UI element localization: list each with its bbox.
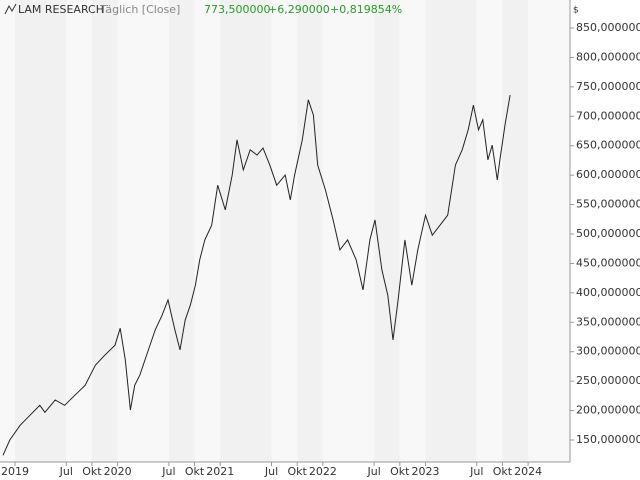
y-tick-label: 800,000000 xyxy=(576,50,640,63)
y-tick-label: 150,000000 xyxy=(576,433,640,446)
background-bands xyxy=(0,0,570,462)
band xyxy=(374,0,400,462)
band xyxy=(502,0,529,462)
x-tick-label: 2020 xyxy=(104,465,132,478)
x-tick-label: Okt xyxy=(390,465,410,478)
band xyxy=(117,0,169,462)
line-icon xyxy=(4,3,17,15)
y-tick-label: 700,000000 xyxy=(576,109,640,122)
y-unit: $ xyxy=(573,6,579,16)
y-tick-label: 750,000000 xyxy=(576,80,640,93)
band xyxy=(168,0,195,462)
x-tick-label: Okt xyxy=(288,465,308,478)
x-tick-label: Jul xyxy=(264,465,278,478)
band xyxy=(425,0,477,462)
y-tick-label: 550,000000 xyxy=(576,198,640,211)
header: LAM RESEARCH Täglich [Close] 773,500000 … xyxy=(4,3,402,16)
last-price: 773,500000 xyxy=(204,3,270,16)
x-tick-label: Okt xyxy=(82,465,102,478)
band xyxy=(528,0,570,462)
band xyxy=(322,0,375,462)
y-tick-label: 250,000000 xyxy=(576,374,640,387)
x-tick-label: 2019 xyxy=(1,465,29,478)
chart-subtitle: Täglich [Close] xyxy=(99,3,180,16)
band xyxy=(476,0,503,462)
x-tick-label: Jul xyxy=(161,465,175,478)
y-tick-label: 350,000000 xyxy=(576,315,640,328)
x-tick-label: 2023 xyxy=(411,465,439,478)
band xyxy=(271,0,298,462)
change-percent: +0,819854% xyxy=(330,3,402,16)
y-tick-label: 450,000000 xyxy=(576,256,640,269)
y-tick-label: 500,000000 xyxy=(576,227,640,240)
change: +6,290000 xyxy=(268,3,330,16)
band xyxy=(220,0,272,462)
x-tick-label: 2024 xyxy=(514,465,542,478)
x-tick-label: Okt xyxy=(493,465,513,478)
x-tick-label: Okt xyxy=(185,465,205,478)
band xyxy=(14,0,67,462)
y-tick-label: 300,000000 xyxy=(576,345,640,358)
band xyxy=(297,0,323,462)
x-tick-label: Jul xyxy=(469,465,483,478)
price-line xyxy=(2,95,511,456)
y-tick-label: 400,000000 xyxy=(576,286,640,299)
y-tick-label: 200,000000 xyxy=(576,404,640,417)
band xyxy=(66,0,92,462)
x-tick-label: 2021 xyxy=(206,465,234,478)
x-tick-label: Jul xyxy=(367,465,381,478)
x-tick-label: Jul xyxy=(59,465,73,478)
y-tick-label: 650,000000 xyxy=(576,139,640,152)
x-tick-label: 2022 xyxy=(309,465,337,478)
band xyxy=(194,0,221,462)
band xyxy=(0,0,15,462)
y-tick-label: 850,000000 xyxy=(576,21,640,34)
chart-title: LAM RESEARCH xyxy=(18,3,104,16)
y-tick-label: 600,000000 xyxy=(576,168,640,181)
band xyxy=(399,0,426,462)
band xyxy=(91,0,118,462)
